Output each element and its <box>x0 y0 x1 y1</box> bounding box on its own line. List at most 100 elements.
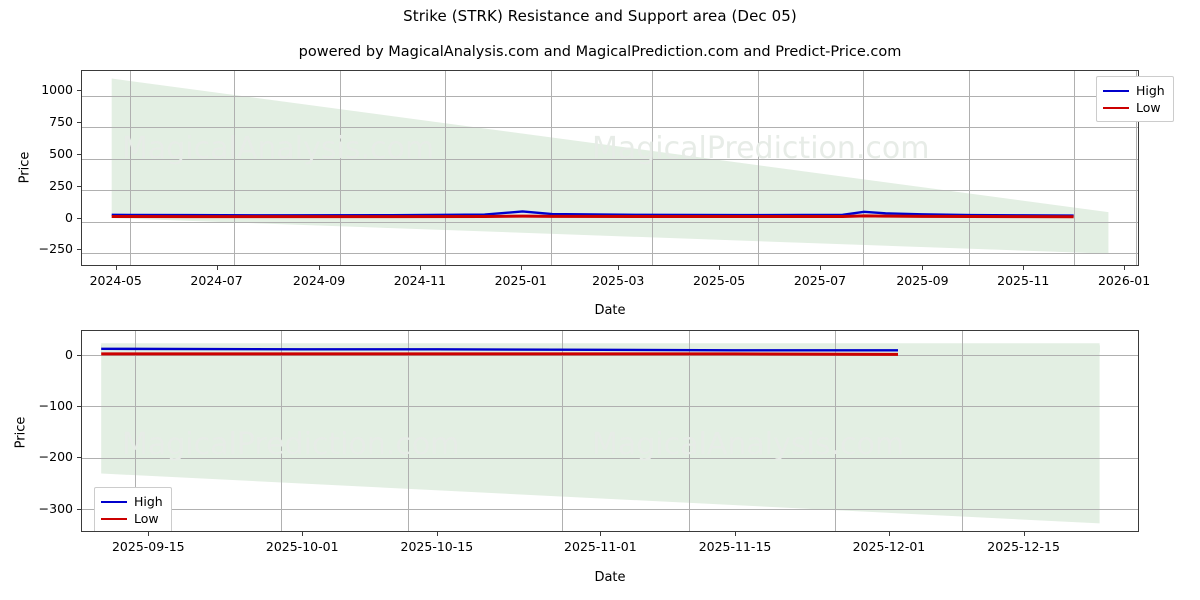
x-tick-label: 2025-09 <box>896 273 949 288</box>
legend-swatch-low-icon <box>101 517 127 520</box>
x-tick-mark <box>735 532 737 536</box>
x-tick-mark <box>719 266 721 270</box>
gridline-h <box>82 355 1138 356</box>
y-tick-mark <box>77 249 81 251</box>
x-tick-mark <box>419 266 421 270</box>
x-tick-mark <box>115 266 117 270</box>
zoom-plot-area: MagicalPrediction.com MagicalAnalysis.co… <box>81 330 1139 532</box>
y-tick-label: 250 <box>49 177 73 193</box>
gridline-h <box>82 159 1138 160</box>
x-tick-mark <box>319 266 321 270</box>
legend-label: Low <box>134 511 159 526</box>
overview-y-axis-title: Price <box>17 151 33 184</box>
y-tick-label: −200 <box>38 449 73 465</box>
y-tick-label: 500 <box>49 146 73 161</box>
series-line-low <box>101 354 898 355</box>
gridline-v <box>130 71 131 265</box>
overview-legend[interactable]: High Low <box>1096 76 1174 122</box>
x-tick-label: 2024-05 <box>89 273 142 288</box>
page-title: Strike (STRK) Resistance and Support are… <box>403 7 797 25</box>
gridline-v <box>551 71 552 265</box>
x-tick-mark <box>302 532 304 536</box>
x-tick-label: 2025-10-15 <box>400 539 474 554</box>
gridline-v <box>758 71 759 265</box>
legend-item-low[interactable]: Low <box>101 510 163 527</box>
y-tick-mark <box>77 154 81 155</box>
overview-chart-panel: MagicalAnalysis.com MagicalPrediction.co… <box>81 70 1139 266</box>
x-tick-label: 2025-05 <box>692 273 746 288</box>
overview-series-lines <box>82 71 1138 265</box>
x-tick-label: 2025-10-01 <box>265 539 339 554</box>
x-tick-label: 2025-03 <box>592 273 645 288</box>
gridline-v <box>445 71 446 265</box>
legend-item-low[interactable]: Low <box>1103 99 1165 116</box>
y-tick-label: 0 <box>65 346 73 362</box>
gridline-v <box>408 331 409 531</box>
gridline-h <box>82 127 1138 128</box>
legend-label: High <box>134 494 163 509</box>
x-tick-mark <box>600 532 602 536</box>
gridline-h <box>82 509 1138 510</box>
zoom-series-lines <box>82 331 1138 531</box>
x-tick-label: 2025-09-15 <box>111 539 185 554</box>
band-resistance-support-area <box>101 343 1100 524</box>
series-line-low <box>112 216 1074 217</box>
x-tick-mark <box>216 266 218 270</box>
x-tick-label: 2025-12-15 <box>987 539 1060 554</box>
gridline-v <box>969 71 970 265</box>
legend-swatch-high-icon <box>1103 89 1129 92</box>
x-tick-mark <box>148 532 150 536</box>
gridline-v <box>234 71 235 265</box>
y-tick-mark <box>77 508 81 510</box>
gridline-h <box>82 253 1138 254</box>
gridline-v <box>562 331 563 531</box>
x-tick-mark <box>436 532 438 536</box>
x-tick-label: 2025-12-01 <box>852 539 926 554</box>
gridline-h <box>82 222 1138 223</box>
y-tick-label: 750 <box>49 114 73 130</box>
y-tick-mark <box>77 354 81 356</box>
x-tick-label: 2024-07 <box>190 273 243 288</box>
gridline-v <box>962 331 963 531</box>
y-tick-label: −100 <box>38 398 73 414</box>
legend-label: Low <box>1136 100 1161 115</box>
zoom-x-axis-title: Date <box>594 570 626 585</box>
x-tick-mark <box>1124 266 1126 270</box>
page-subtitle: powered by MagicalAnalysis.com and Magic… <box>298 44 902 60</box>
gridline-v <box>652 71 653 265</box>
gridline-v <box>1074 71 1075 265</box>
x-tick-mark <box>618 266 620 270</box>
y-tick-mark <box>77 122 81 124</box>
x-tick-label: 2025-07 <box>793 273 847 288</box>
overview-x-axis-title: Date <box>594 303 626 318</box>
series-line-high <box>101 349 898 351</box>
gridline-v <box>863 71 864 265</box>
legend-item-high[interactable]: High <box>1103 82 1165 99</box>
x-tick-label: 2024-11 <box>393 273 446 288</box>
x-tick-mark <box>888 532 890 536</box>
y-tick-label: 0 <box>65 209 73 225</box>
x-tick-mark <box>1023 532 1025 536</box>
y-tick-mark <box>77 457 81 459</box>
x-tick-mark <box>1023 266 1025 270</box>
y-tick-mark <box>77 90 81 92</box>
y-tick-label: −300 <box>38 500 73 516</box>
x-tick-label: 2025-01 <box>494 273 547 288</box>
y-tick-mark <box>77 185 81 187</box>
y-tick-label: −250 <box>38 241 73 257</box>
x-tick-mark <box>819 266 821 270</box>
legend-item-high[interactable]: High <box>101 493 163 510</box>
gridline-h <box>82 406 1138 407</box>
x-tick-mark <box>520 266 522 270</box>
x-tick-label: 2025-11-01 <box>564 539 637 554</box>
zoom-legend[interactable]: High Low <box>94 487 172 531</box>
gridline-h <box>82 190 1138 191</box>
gridline-h <box>82 458 1138 459</box>
zoom-y-axis-title: Price <box>13 416 29 449</box>
y-tick-mark <box>77 406 81 408</box>
gridline-v <box>135 331 136 531</box>
x-tick-label: 2024-09 <box>292 273 346 288</box>
legend-swatch-low-icon <box>1103 106 1129 109</box>
legend-swatch-high-icon <box>101 500 127 503</box>
